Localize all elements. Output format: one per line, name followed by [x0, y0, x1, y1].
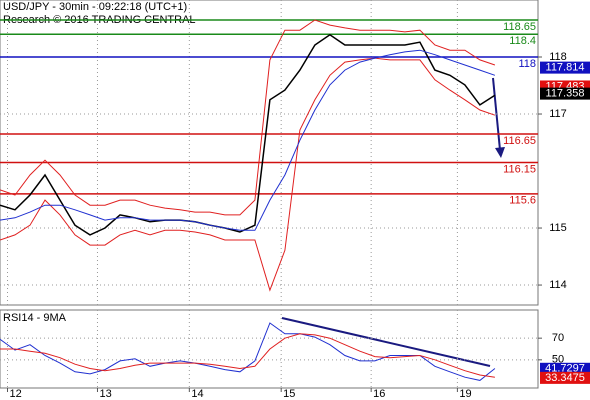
price-badge — [540, 87, 590, 100]
rsi-panel — [0, 309, 539, 389]
chart-title: USD/JPY - 30min - 09:22:18 (UTC+1) — [3, 1, 187, 13]
price-badge — [540, 61, 590, 74]
price-badge-label: 117.814 — [546, 62, 585, 74]
y-tick-label: 114 — [549, 279, 567, 291]
series-line — [0, 57, 496, 292]
level-label: 118.65 — [503, 21, 536, 33]
level-label: 118 — [518, 58, 536, 70]
price-badge-label: 33.3475 — [545, 372, 585, 384]
series-line — [0, 33, 496, 236]
level-label: 118.4 — [509, 35, 536, 47]
price-badge — [540, 362, 590, 375]
x-tick-label: 15 — [283, 388, 295, 400]
rsi-trendline — [281, 317, 491, 367]
x-tick-label: 12 — [9, 388, 21, 400]
x-tick-label: 14 — [191, 388, 203, 400]
x-tick-label: 19 — [459, 388, 471, 400]
y-tick-label: 117 — [549, 108, 567, 120]
series-line — [0, 333, 495, 378]
level-label: 115.6 — [509, 195, 536, 207]
y-tick-label: 118 — [549, 51, 567, 63]
price-badge-label: 117.358 — [546, 88, 585, 100]
level-label: 116.65 — [503, 135, 536, 147]
series-line — [0, 322, 496, 381]
series-line — [0, 49, 496, 231]
forecast-arrowhead — [495, 147, 505, 158]
series-line — [0, 19, 496, 216]
y-tick-label: 115 — [549, 222, 567, 234]
price-badge-label: 41.7297 — [545, 363, 585, 375]
price-badge — [540, 371, 590, 384]
main-panel — [0, 0, 539, 306]
y-tick-label: 50 — [552, 354, 564, 366]
x-tick-label: 16 — [373, 388, 385, 400]
y-tick-label: 70 — [552, 332, 564, 344]
rsi-title: RSI14 - 9MA — [3, 312, 67, 324]
x-tick-label: 13 — [99, 388, 111, 400]
level-label: 116.15 — [503, 163, 536, 175]
